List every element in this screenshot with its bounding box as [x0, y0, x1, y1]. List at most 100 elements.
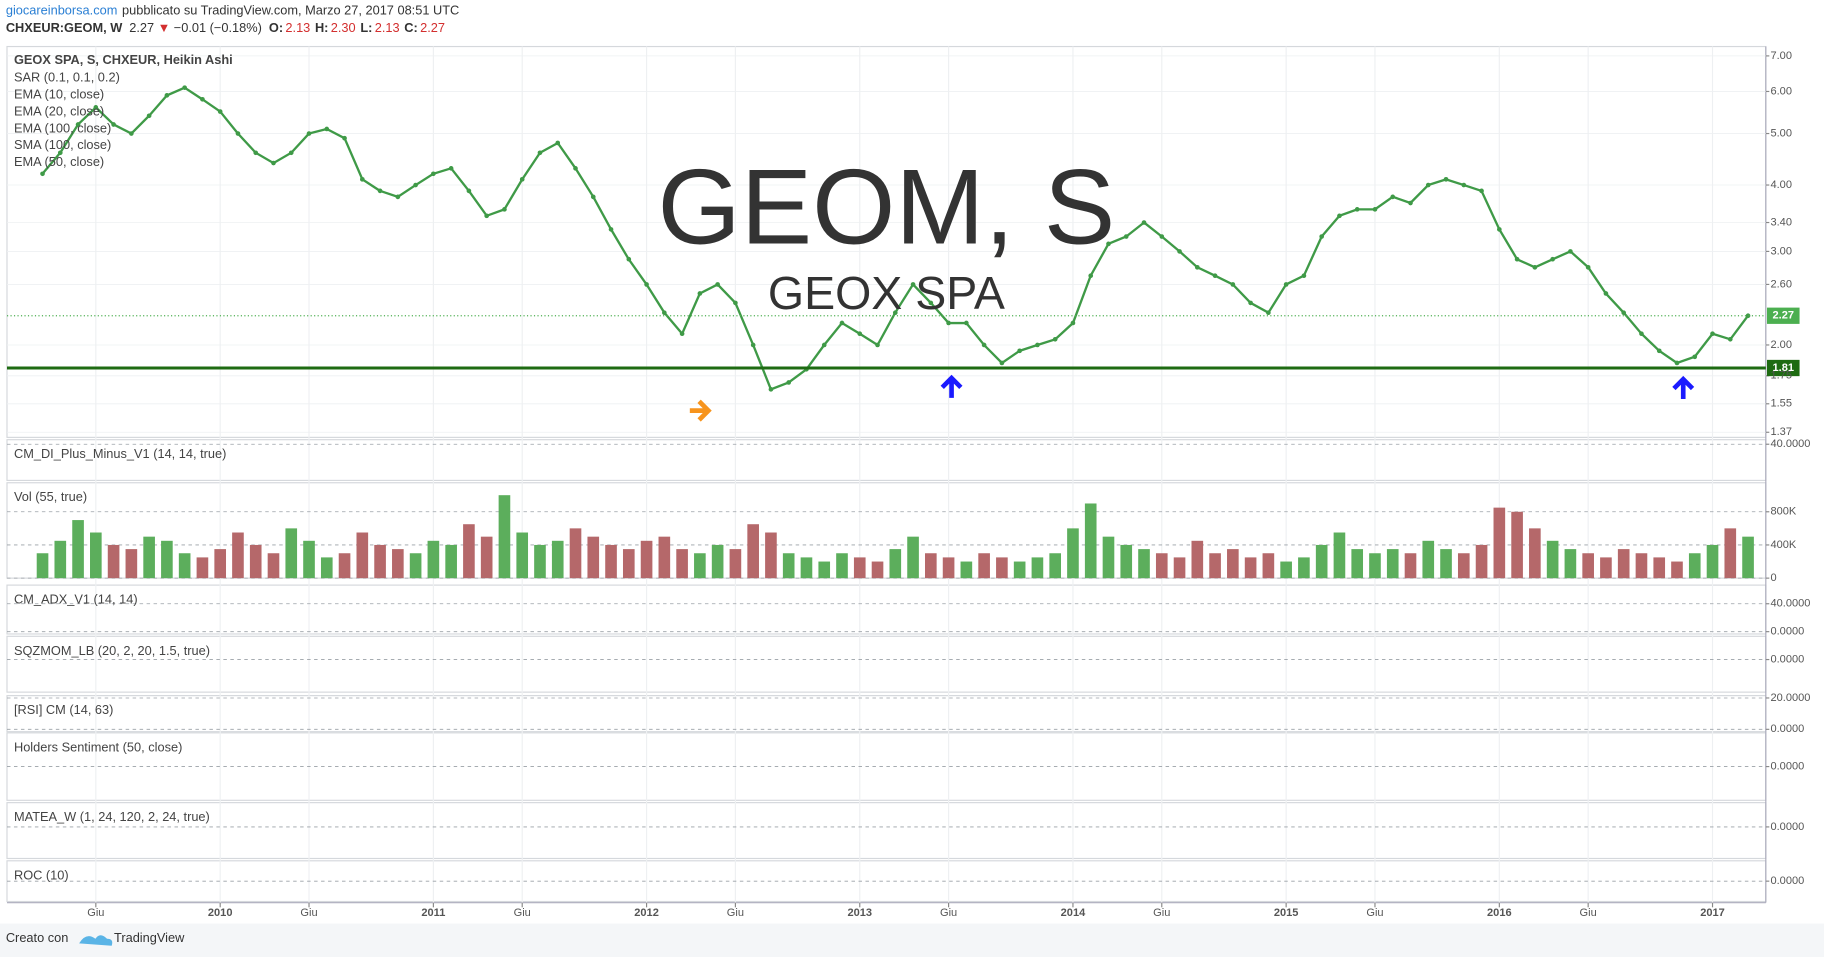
volume-bar: [1369, 553, 1381, 579]
volume-bar: [267, 553, 280, 579]
price-point: [306, 131, 312, 136]
price-point: [1035, 342, 1040, 348]
y-tick-label: 0.0000: [1770, 626, 1804, 638]
volume-bar: [214, 549, 227, 579]
price-point: [342, 135, 347, 141]
y-tick-label: 400K: [1770, 539, 1796, 551]
volume-bar: [143, 536, 155, 579]
y-tick-label: 3.00: [1770, 245, 1792, 257]
price-point: [1479, 188, 1484, 194]
x-tick-label: Giu: [1580, 907, 1597, 919]
volume-bar: [1582, 553, 1594, 579]
x-tick-label: Giu: [1366, 907, 1383, 919]
price-point: [964, 320, 969, 326]
x-tick-label: 2017: [1700, 907, 1725, 919]
volume-bar: [1191, 540, 1204, 579]
price-point: [1337, 213, 1342, 219]
volume-bar: [1280, 561, 1292, 579]
orange-arrow: [689, 399, 712, 422]
x-tick-label: 2015: [1274, 907, 1299, 919]
y-tick-label: 40.0000: [1770, 598, 1810, 610]
x-tick-label: 2011: [421, 907, 445, 919]
price-point: [271, 160, 276, 166]
footer-brand[interactable]: TradingView: [114, 930, 185, 945]
price-point: [590, 194, 596, 200]
price-point: [821, 342, 827, 348]
volume-bar: [1422, 540, 1435, 579]
volume-bar: [1262, 553, 1275, 579]
volume-bar: [534, 544, 546, 579]
volume-bar: [1564, 549, 1577, 579]
volume-bar: [107, 544, 120, 579]
volume-bar: [232, 532, 244, 579]
last-price-label: 2.27: [1773, 310, 1795, 322]
volume-bar: [765, 532, 777, 579]
price-point: [537, 150, 543, 156]
volume-bar: [1227, 549, 1239, 579]
price-point: [1052, 336, 1058, 342]
volume-bar: [978, 553, 990, 579]
volume-bar: [640, 540, 653, 579]
high-label: H:: [315, 20, 329, 35]
volume-bar: [178, 553, 191, 579]
price-point: [928, 300, 934, 306]
panel-title: SQZMOM_LB (20, 2, 20, 1.5, true): [14, 643, 210, 658]
close-value: 2.27: [420, 20, 445, 35]
price-point: [981, 342, 987, 348]
volume-bar: [1653, 557, 1666, 579]
volume-bar: [1635, 553, 1648, 579]
price-point: [359, 177, 365, 182]
price-point: [1177, 249, 1182, 254]
volume-bar: [587, 536, 600, 579]
volume-bar: [285, 528, 298, 579]
price-point: [395, 194, 401, 200]
volume-bar: [463, 524, 475, 579]
volume-bar: [1404, 553, 1417, 579]
price-point: [1248, 300, 1253, 306]
price-point: [1514, 256, 1520, 262]
price-point: [146, 113, 152, 119]
indicator-legend: SMA (100, close): [14, 137, 111, 152]
price-point: [93, 105, 99, 110]
price-point: [129, 131, 134, 136]
volume-bar: [782, 553, 795, 579]
price-point: [1692, 354, 1698, 360]
price-point: [1621, 310, 1627, 316]
blue-arrow: [940, 374, 963, 398]
volume-bar: [1457, 553, 1470, 579]
price-point: [555, 140, 561, 146]
price-point: [324, 126, 330, 132]
grid-layer: [6, 45, 1770, 908]
price-point: [1283, 282, 1289, 287]
y-tick-label: 3.40: [1770, 216, 1792, 228]
watermark: GEOM, S: [658, 146, 1116, 266]
site-link[interactable]: giocareinborsa.com: [6, 3, 118, 18]
volume-bar: [658, 536, 671, 579]
price-point: [1674, 360, 1680, 366]
volume-bar: [338, 553, 351, 579]
blue-arrow: [1672, 375, 1695, 399]
price-point: [1568, 249, 1573, 254]
last-price-bg: [1766, 307, 1800, 324]
volume-bar: [498, 495, 511, 579]
price-point: [892, 310, 898, 316]
change: −0.01 (−0.18%): [174, 20, 262, 35]
price-point: [1532, 265, 1538, 270]
volume-bar: [36, 553, 49, 579]
volume-bar: [729, 549, 742, 579]
volume-bar: [925, 553, 937, 579]
volume-bar: [942, 557, 955, 579]
panel-title: MATEA_W (1, 24, 120, 2, 24, true): [14, 809, 210, 824]
x-tick-label: 2010: [208, 907, 233, 919]
volume-bar: [551, 540, 564, 579]
price-point: [466, 188, 472, 194]
price-point: [1425, 182, 1431, 188]
open: 2.13: [285, 20, 310, 35]
price-point: [1408, 200, 1413, 206]
price-point: [1141, 220, 1147, 225]
symbol: CHXEUR:GEOM, W: [6, 20, 123, 35]
indicator-legend: EMA (50, close): [14, 154, 104, 169]
header-line-2: CHXEUR:GEOM, W 2.27 ▼ −0.01 (−0.18%) O: 2.13 H…: [6, 20, 445, 35]
panel-title: Vol (55, true): [14, 489, 87, 504]
